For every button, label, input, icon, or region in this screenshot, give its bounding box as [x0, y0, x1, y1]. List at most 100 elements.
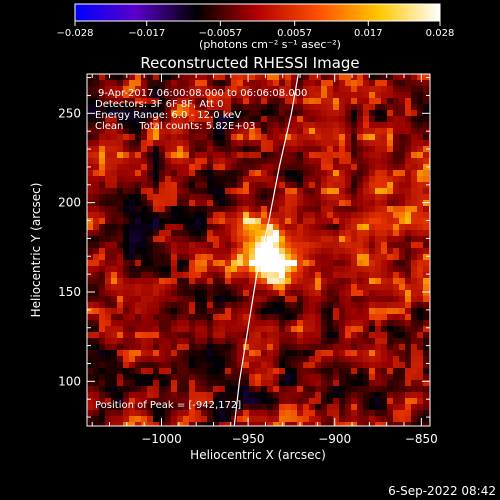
- heatmap-cell: [291, 206, 297, 212]
- solar-limb-line: [233, 74, 299, 426]
- heatmap-cell: [195, 410, 201, 416]
- heatmap-cell: [117, 194, 123, 200]
- heatmap-cell: [237, 170, 243, 176]
- heatmap-cell: [411, 422, 417, 426]
- heatmap-cell: [147, 110, 153, 116]
- heatmap-cell: [213, 422, 219, 426]
- heatmap-cell: [423, 134, 429, 140]
- heatmap-cell: [159, 236, 165, 242]
- heatmap-cell: [219, 302, 225, 308]
- heatmap-cell: [387, 404, 393, 410]
- heatmap-cell: [219, 422, 225, 426]
- heatmap-cell: [399, 212, 405, 218]
- heatmap-cell: [123, 314, 129, 320]
- heatmap-cell: [183, 344, 189, 350]
- heatmap-cell: [327, 182, 333, 188]
- heatmap-cell: [213, 272, 219, 278]
- heatmap-cell: [147, 404, 153, 410]
- heatmap-cell: [327, 80, 333, 86]
- heatmap-cell: [405, 152, 411, 158]
- heatmap-cell: [423, 314, 429, 320]
- heatmap-cell: [369, 248, 375, 254]
- heatmap-cell: [285, 152, 291, 158]
- heatmap-cell: [321, 176, 327, 182]
- heatmap-cell: [201, 248, 207, 254]
- heatmap-cell: [273, 110, 279, 116]
- heatmap-cell: [225, 140, 231, 146]
- heatmap-cell: [111, 200, 117, 206]
- heatmap-cell: [399, 356, 405, 362]
- heatmap-cell: [201, 122, 207, 128]
- heatmap-cell: [369, 116, 375, 122]
- heatmap-cell: [177, 146, 183, 152]
- heatmap-cell: [219, 104, 225, 110]
- heatmap-cell: [135, 332, 141, 338]
- heatmap-cell: [297, 350, 303, 356]
- heatmap-cell: [105, 230, 111, 236]
- heatmap-cell: [351, 410, 357, 416]
- heatmap-cell: [225, 92, 231, 98]
- heatmap-cell: [411, 122, 417, 128]
- heatmap-cell: [303, 242, 309, 248]
- heatmap-cell: [315, 380, 321, 386]
- heatmap-cell: [315, 254, 321, 260]
- heatmap-cell: [411, 176, 417, 182]
- heatmap-cell: [207, 146, 213, 152]
- heatmap-cell: [381, 212, 387, 218]
- heatmap-cell: [357, 80, 363, 86]
- heatmap-cell: [183, 98, 189, 104]
- heatmap-cell: [279, 122, 285, 128]
- heatmap-cell: [195, 284, 201, 290]
- heatmap-cell: [381, 416, 387, 422]
- heatmap-cell: [285, 260, 291, 266]
- heatmap-cell: [297, 296, 303, 302]
- heatmap-cell: [129, 218, 135, 224]
- heatmap-cell: [357, 308, 363, 314]
- heatmap-cell: [357, 356, 363, 362]
- heatmap-cell: [393, 254, 399, 260]
- heatmap-cell: [93, 170, 99, 176]
- heatmap-cell: [291, 260, 297, 266]
- heatmap-cell: [417, 200, 423, 206]
- heatmap-cell: [351, 164, 357, 170]
- heatmap-cell: [87, 350, 93, 356]
- heatmap-cell: [207, 302, 213, 308]
- heatmap-cell: [345, 344, 351, 350]
- heatmap-cell: [231, 206, 237, 212]
- heatmap-cell: [225, 128, 231, 134]
- heatmap-cell: [387, 398, 393, 404]
- heatmap-cell: [267, 332, 273, 338]
- heatmap-cell: [255, 134, 261, 140]
- heatmap-cell: [339, 302, 345, 308]
- heatmap-cell: [315, 260, 321, 266]
- heatmap-cell: [135, 92, 141, 98]
- heatmap-cell: [279, 368, 285, 374]
- heatmap-cell: [219, 398, 225, 404]
- heatmap-cell: [225, 218, 231, 224]
- heatmap-cell: [369, 134, 375, 140]
- heatmap-cell: [129, 278, 135, 284]
- heatmap-cell: [357, 302, 363, 308]
- heatmap-cell: [177, 416, 183, 422]
- heatmap-cell: [231, 356, 237, 362]
- heatmap-cell: [345, 236, 351, 242]
- heatmap-cell: [411, 170, 417, 176]
- heatmap-cell: [327, 194, 333, 200]
- heatmap-cell: [159, 230, 165, 236]
- heatmap-cell: [147, 362, 153, 368]
- heatmap-cell: [177, 320, 183, 326]
- heatmap-cell: [153, 218, 159, 224]
- heatmap-cell: [261, 146, 267, 152]
- heatmap-cell: [183, 266, 189, 272]
- heatmap-cell: [423, 302, 429, 308]
- heatmap-cell: [207, 362, 213, 368]
- heatmap-cell: [93, 248, 99, 254]
- heatmap-cell: [375, 86, 381, 92]
- heatmap-cell: [309, 398, 315, 404]
- heatmap-cell: [165, 158, 171, 164]
- heatmap-cell: [345, 218, 351, 224]
- heatmap-cell: [225, 134, 231, 140]
- heatmap-cell: [297, 380, 303, 386]
- heatmap-cell: [99, 314, 105, 320]
- heatmap-cell: [267, 320, 273, 326]
